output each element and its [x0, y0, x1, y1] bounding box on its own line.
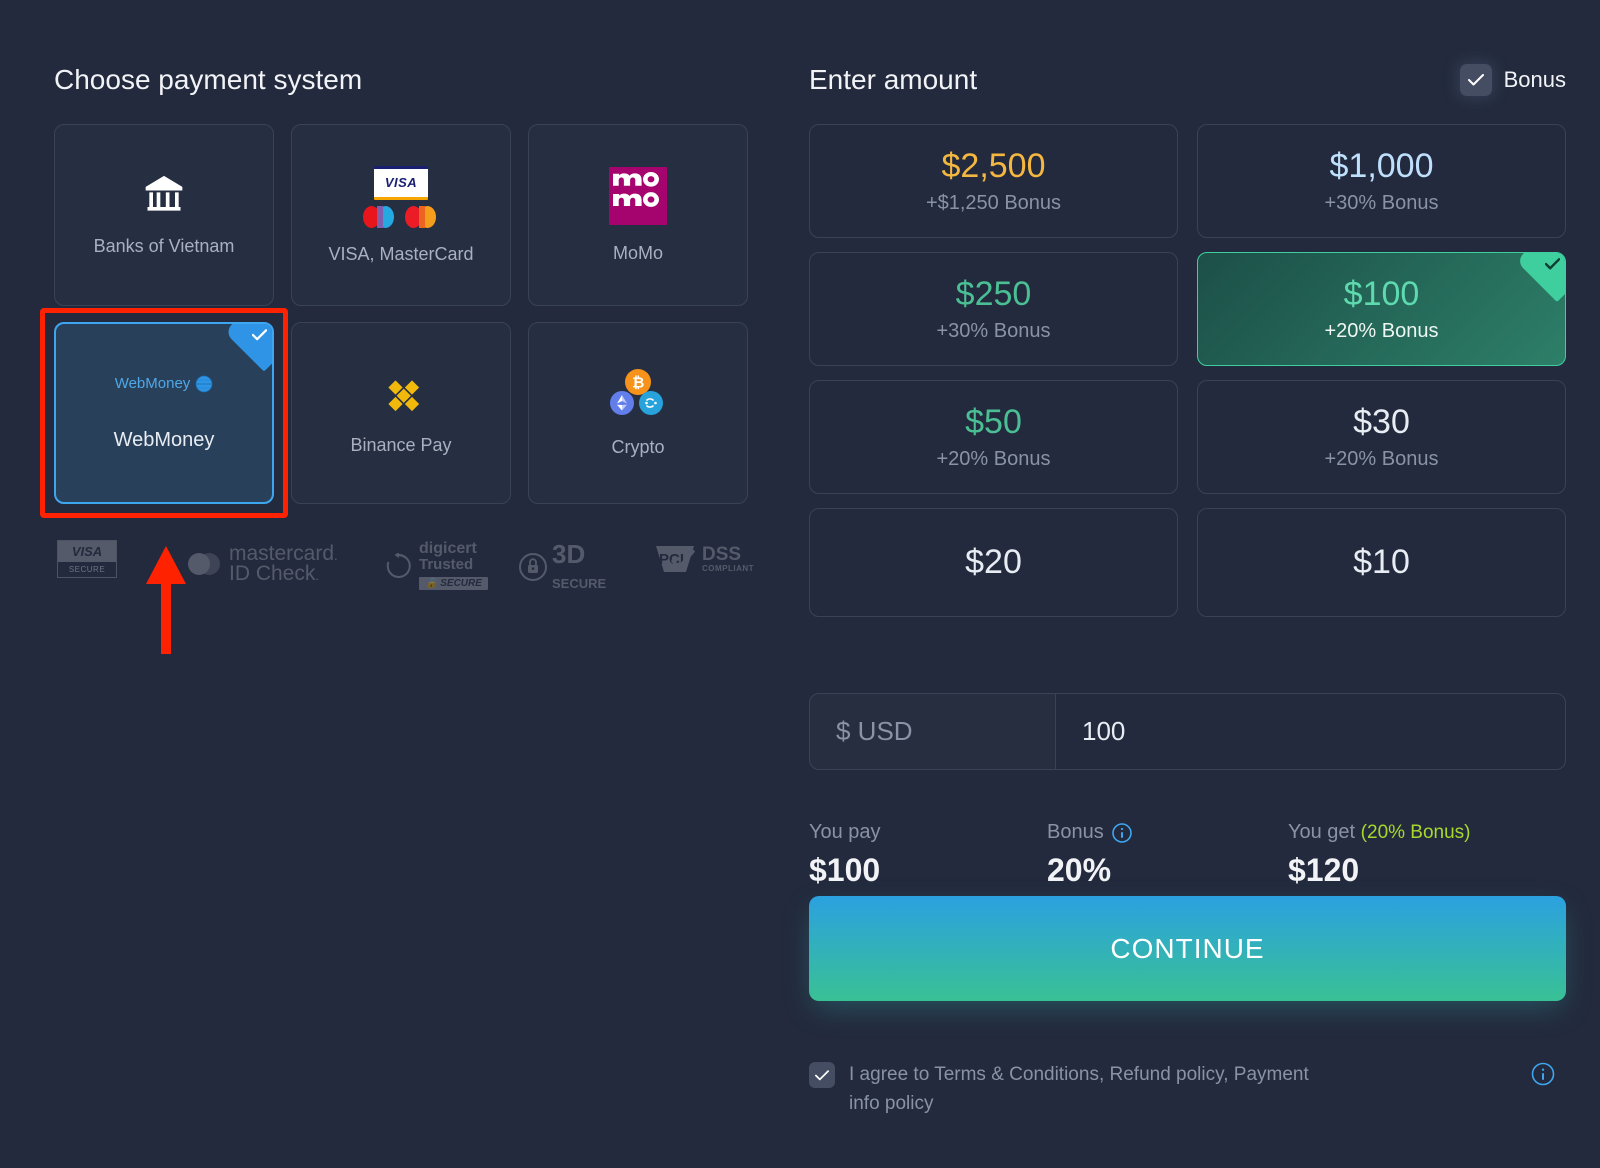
svg-text:₿: ₿ [632, 374, 644, 391]
